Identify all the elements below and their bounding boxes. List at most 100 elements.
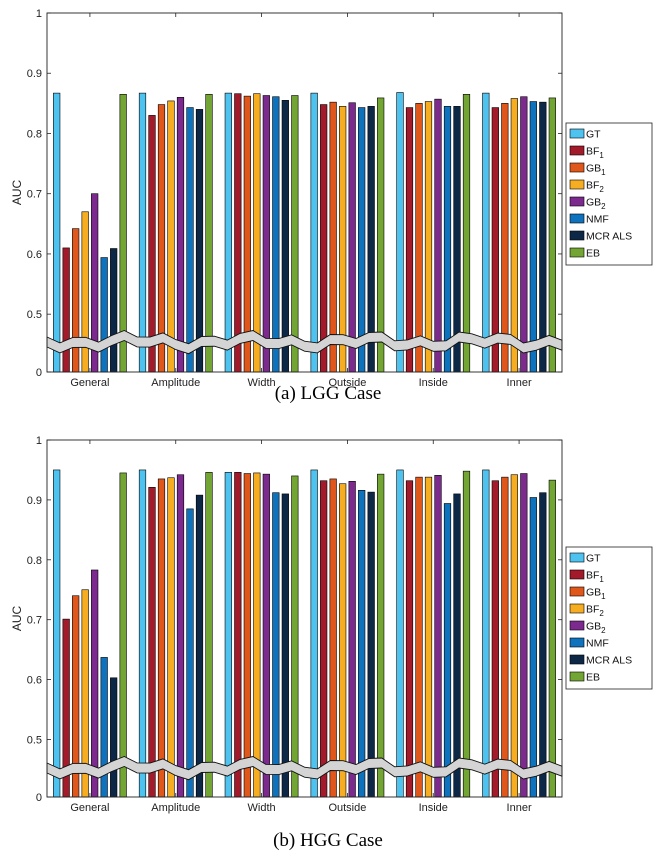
bar-nmf-outside (358, 107, 366, 373)
x-tick-label: Amplitude (151, 377, 200, 389)
bar-gb1-general (72, 228, 80, 373)
legend-box (565, 546, 653, 690)
bar-bf2-amplitude (167, 477, 175, 798)
legend-label: GT (586, 553, 601, 565)
legend-label-subscript: 1 (599, 575, 604, 584)
bar-gb1-inside (415, 103, 423, 373)
bar-gb2-inner (520, 473, 528, 798)
caption-lgg: (a) LGG Case (274, 383, 382, 404)
bar-gt-inner (482, 469, 490, 798)
bar-eb-amplitude (205, 94, 213, 373)
y-tick-label: 0.5 (27, 309, 42, 321)
bar-nmf-amplitude (186, 107, 194, 373)
bar-mcr-als-width (281, 100, 289, 373)
y-tick-label: 0.5 (27, 734, 42, 746)
x-tick-label: General (70, 377, 109, 389)
plot-frame (46, 439, 563, 798)
legend-label-subscript: 1 (599, 151, 604, 160)
bar-gb2-width (262, 95, 270, 373)
bar-gb2-amplitude (176, 97, 185, 373)
legend-label: GB2 (586, 621, 606, 636)
bar-bf2-inner (510, 98, 518, 373)
legend-swatch-nmf (569, 213, 585, 224)
bar-nmf-width (272, 96, 280, 373)
legend-swatch-gb1 (569, 586, 585, 597)
legend-label-subscript: 1 (601, 168, 606, 177)
legend-swatch-bf2 (569, 179, 585, 190)
legend-swatch-eb (569, 247, 585, 258)
legend-swatch-gb1 (569, 162, 585, 173)
y-tick-label: 0.8 (27, 555, 42, 567)
bar-bf1-amplitude (148, 115, 156, 373)
bar-gt-inner (482, 92, 490, 373)
x-tick-label: Inner (507, 802, 532, 814)
y-tick-label: 0.7 (27, 189, 42, 201)
bar-gb1-width (243, 473, 251, 798)
bar-gb1-inner (501, 103, 509, 373)
bar-nmf-inside (443, 106, 452, 373)
bar-eb-inside (462, 94, 471, 373)
bar-gb2-inside (434, 98, 442, 373)
bar-mcr-als-general (110, 248, 118, 373)
legend-label: MCR ALS (586, 231, 632, 243)
bar-nmf-amplitude (186, 508, 194, 798)
bar-bf1-inner (491, 480, 499, 798)
bar-mcr-als-inner (539, 492, 547, 798)
bar-mcr-als-inside (453, 493, 461, 798)
bar-gt-width (224, 92, 232, 373)
bar-eb-inner (548, 479, 556, 798)
x-tick-label: Amplitude (151, 802, 200, 814)
bar-bf2-inside (424, 101, 433, 373)
bar-gb2-inner (520, 96, 528, 373)
bar-bf2-inside (424, 476, 433, 798)
x-tick-label: General (70, 802, 109, 814)
y-axis-label: AUC (10, 180, 24, 206)
bar-eb-outside (377, 97, 385, 373)
legend-label: NMF (586, 214, 609, 226)
bar-gt-outside (310, 92, 318, 373)
y-tick-label: 0.6 (27, 675, 42, 687)
bar-eb-inside (462, 470, 471, 798)
legend-swatch-bf2 (569, 603, 585, 614)
legend-label: EB (586, 672, 600, 684)
plot-frame (46, 12, 563, 373)
legend-label-subscript: 2 (601, 626, 606, 635)
bar-gt-amplitude (138, 469, 147, 798)
bar-bf1-outside (320, 104, 328, 373)
legend-label: GB1 (586, 163, 606, 178)
x-tick-label: Inner (507, 377, 532, 389)
y-tick-label: 1 (36, 8, 42, 20)
legend-label: NMF (586, 638, 609, 650)
bar-eb-width (291, 475, 299, 798)
bar-mcr-als-amplitude (195, 109, 204, 373)
y-axis-label: AUC (10, 606, 24, 632)
y-tick-label: 0 (36, 367, 42, 379)
bar-bf1-inner (491, 107, 499, 373)
plot-area (47, 440, 562, 797)
bar-gb1-amplitude (157, 104, 166, 373)
y-tick-label: 0.9 (27, 495, 42, 507)
chart-panel-lgg: General Amplitude Width Outside Inside Inner 0… (10, 8, 653, 389)
bar-gt-outside (310, 469, 318, 798)
bar-gb1-outside (329, 101, 337, 373)
bar-mcr-als-general (110, 677, 118, 798)
bar-mcr-als-inner (539, 101, 547, 373)
bar-bf1-inside (405, 480, 414, 798)
bar-bf1-outside (320, 480, 328, 798)
bar-bf1-general (62, 247, 70, 373)
bar-gt-general (53, 469, 61, 798)
bar-gb2-inside (434, 475, 442, 798)
legend-label: GT (586, 129, 601, 141)
bar-bf2-width (253, 93, 261, 373)
legend-swatch-gt (569, 552, 585, 563)
plot-area (47, 13, 562, 372)
legend-label-subscript: 2 (599, 185, 604, 194)
bar-gb2-amplitude (176, 474, 185, 798)
bar-nmf-inner (529, 497, 537, 798)
legend-swatch-mcr-als (569, 654, 585, 665)
y-tick-label: 1 (36, 435, 42, 447)
bar-bf2-inner (510, 474, 518, 798)
chart-panel-hgg: General Amplitude Width Outside Inside Inner 0… (10, 435, 653, 814)
x-tick-label: Inside (419, 377, 448, 389)
